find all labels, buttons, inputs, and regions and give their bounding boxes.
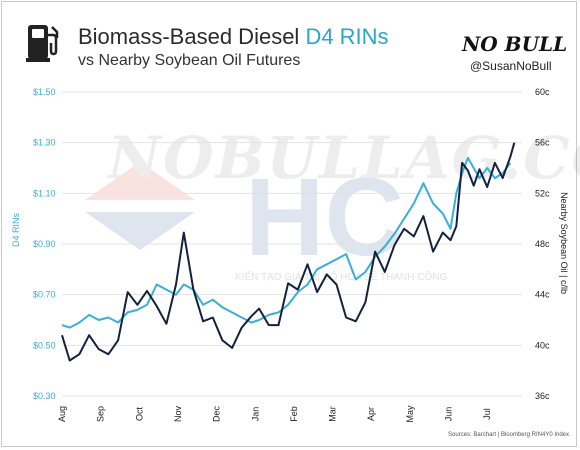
x-tick-label: Oct	[134, 407, 144, 422]
y-tick-label-left: $0.30	[33, 391, 56, 401]
y-tick-label-right: 60c	[535, 87, 550, 97]
chart-title: Biomass-Based Diesel D4 RINs	[78, 24, 389, 49]
x-tick-label: Nov	[173, 406, 183, 423]
y-axis-label-left: D4 RINs	[11, 213, 21, 248]
source-note: Sources: Barchart | Bloomberg RIN4Y0 Ind…	[448, 432, 569, 438]
y-tick-label-left: $0.50	[33, 340, 56, 350]
x-tick-label: Jun	[444, 407, 454, 422]
x-tick-label: Feb	[289, 406, 299, 422]
y-tick-label-left: $0.70	[33, 290, 56, 300]
x-tick-label: Sep	[96, 406, 106, 422]
y-tick-label-right: 48c	[535, 239, 550, 249]
x-tick-label: Aug	[57, 406, 67, 422]
watermark-text: NOBULLAG.COM	[106, 124, 580, 192]
fuel-pump-icon	[26, 25, 59, 62]
y-tick-label-right: 40c	[535, 340, 550, 350]
chart-title-accent: D4 RINs	[305, 24, 389, 49]
y-axis-label-right: Nearby Soybean Oil | c/lb	[559, 192, 569, 294]
x-tick-label: Apr	[366, 407, 376, 421]
twitter-handle: @SusanNoBull	[470, 59, 552, 73]
y-tick-label-right: 44c	[535, 290, 550, 300]
series-line-rin	[61, 156, 512, 329]
x-tick-label: Jan	[250, 407, 260, 422]
y-tick-label-left: $1.10	[33, 188, 56, 198]
watermark-tagline: KIẾN TẠO GIÁ TRỊ SỐ HÓA SẼ THÀNH CÔNG	[235, 269, 447, 283]
y-tick-label-left: $1.50	[33, 87, 56, 97]
nobull-logo: NO BULL	[462, 32, 568, 56]
y-tick-label-left: $1.30	[33, 138, 56, 148]
y-tick-label-right: 56c	[535, 138, 550, 148]
series-line-soy	[61, 142, 516, 362]
x-tick-label: Jul	[482, 408, 492, 420]
x-tick-label: Mar	[328, 406, 338, 422]
y-tick-label-right: 36c	[535, 391, 550, 401]
y-tick-label-right: 52c	[535, 188, 550, 198]
chart-subtitle: vs Nearby Soybean Oil Futures	[78, 52, 301, 69]
y-tick-label-left: $0.90	[33, 239, 56, 249]
x-tick-label: Dec	[212, 406, 222, 423]
x-tick-label: May	[405, 405, 415, 423]
watermark: HC NOBULLAG.COM KIẾN TẠO GIÁ TRỊ SỐ HÓA …	[85, 124, 580, 283]
